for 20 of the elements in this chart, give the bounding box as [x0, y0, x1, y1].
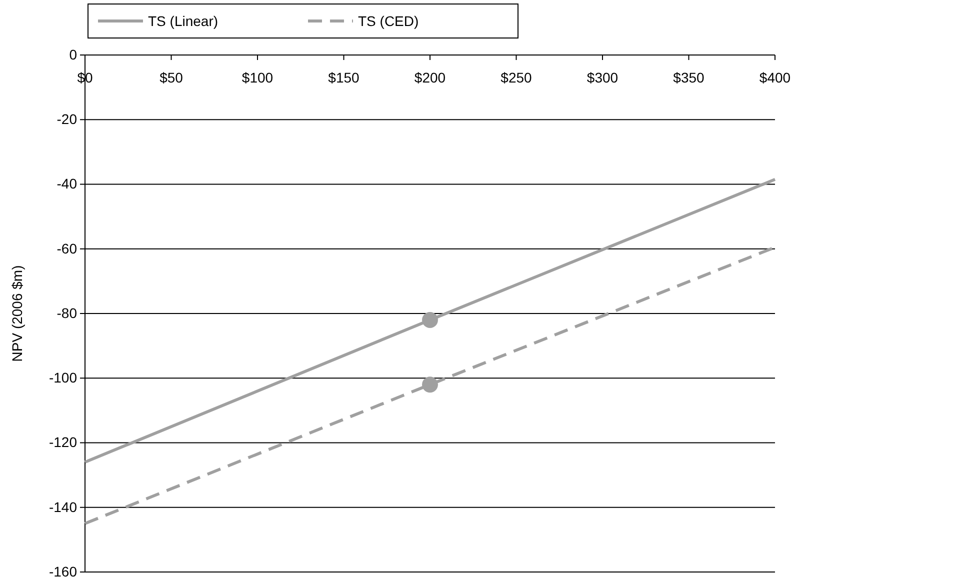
- y-tick-label: 0: [69, 46, 78, 62]
- y-tick-label: -100: [48, 370, 78, 386]
- x-tick-label: $150: [328, 70, 360, 86]
- y-tick-label: -160: [48, 563, 78, 580]
- x-tick-label: $350: [673, 70, 705, 86]
- y-tick-label: -80: [56, 304, 78, 321]
- y-tick-label: -40: [56, 176, 78, 192]
- y-axis-title: NPV (2006 $m): [9, 265, 25, 362]
- x-tick-label: $400: [759, 70, 791, 86]
- x-tick-label: $200: [414, 70, 446, 86]
- y-tick-label: -20: [56, 111, 78, 128]
- x-tick-label: $300: [586, 70, 618, 86]
- x-tick-label: $250: [500, 70, 532, 86]
- legend-label: TS (CED): [358, 13, 419, 29]
- x-tick-label: $50: [160, 70, 184, 86]
- x-tick-label: $100: [242, 70, 274, 86]
- legend-label: TS (Linear): [148, 13, 218, 29]
- y-tick-label: -60: [56, 240, 78, 256]
- y-tick-label: -120: [48, 434, 78, 450]
- y-tick-label: -140: [48, 498, 78, 515]
